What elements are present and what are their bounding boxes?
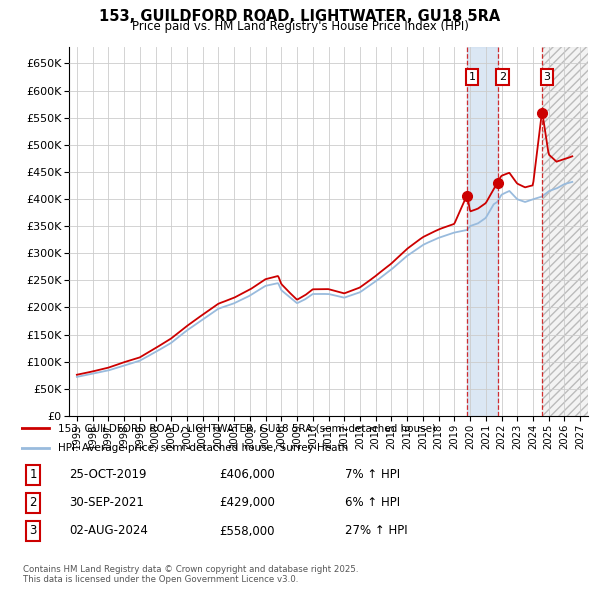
Text: 153, GUILDFORD ROAD, LIGHTWATER, GU18 5RA: 153, GUILDFORD ROAD, LIGHTWATER, GU18 5R…: [100, 9, 500, 24]
Bar: [542, 47, 588, 416]
Text: 2: 2: [29, 496, 37, 509]
Text: 02-AUG-2024: 02-AUG-2024: [69, 525, 148, 537]
Text: Price paid vs. HM Land Registry's House Price Index (HPI): Price paid vs. HM Land Registry's House …: [131, 20, 469, 33]
Text: £558,000: £558,000: [219, 525, 275, 537]
Bar: [467, 47, 497, 416]
Text: 30-SEP-2021: 30-SEP-2021: [69, 496, 144, 509]
Text: 27% ↑ HPI: 27% ↑ HPI: [345, 525, 407, 537]
Text: 153, GUILDFORD ROAD, LIGHTWATER, GU18 5RA (semi-detached house): 153, GUILDFORD ROAD, LIGHTWATER, GU18 5R…: [58, 424, 436, 434]
Bar: [542, 47, 588, 416]
Text: 1: 1: [29, 468, 37, 481]
Text: 1: 1: [469, 72, 475, 82]
Text: HPI: Average price, semi-detached house, Surrey Heath: HPI: Average price, semi-detached house,…: [58, 442, 348, 453]
Text: 3: 3: [543, 72, 550, 82]
Text: 25-OCT-2019: 25-OCT-2019: [69, 468, 146, 481]
Text: 7% ↑ HPI: 7% ↑ HPI: [345, 468, 400, 481]
Text: 2: 2: [499, 72, 506, 82]
Text: 3: 3: [29, 525, 37, 537]
Text: 6% ↑ HPI: 6% ↑ HPI: [345, 496, 400, 509]
Text: Contains HM Land Registry data © Crown copyright and database right 2025.
This d: Contains HM Land Registry data © Crown c…: [23, 565, 358, 584]
Text: £406,000: £406,000: [219, 468, 275, 481]
Text: £429,000: £429,000: [219, 496, 275, 509]
